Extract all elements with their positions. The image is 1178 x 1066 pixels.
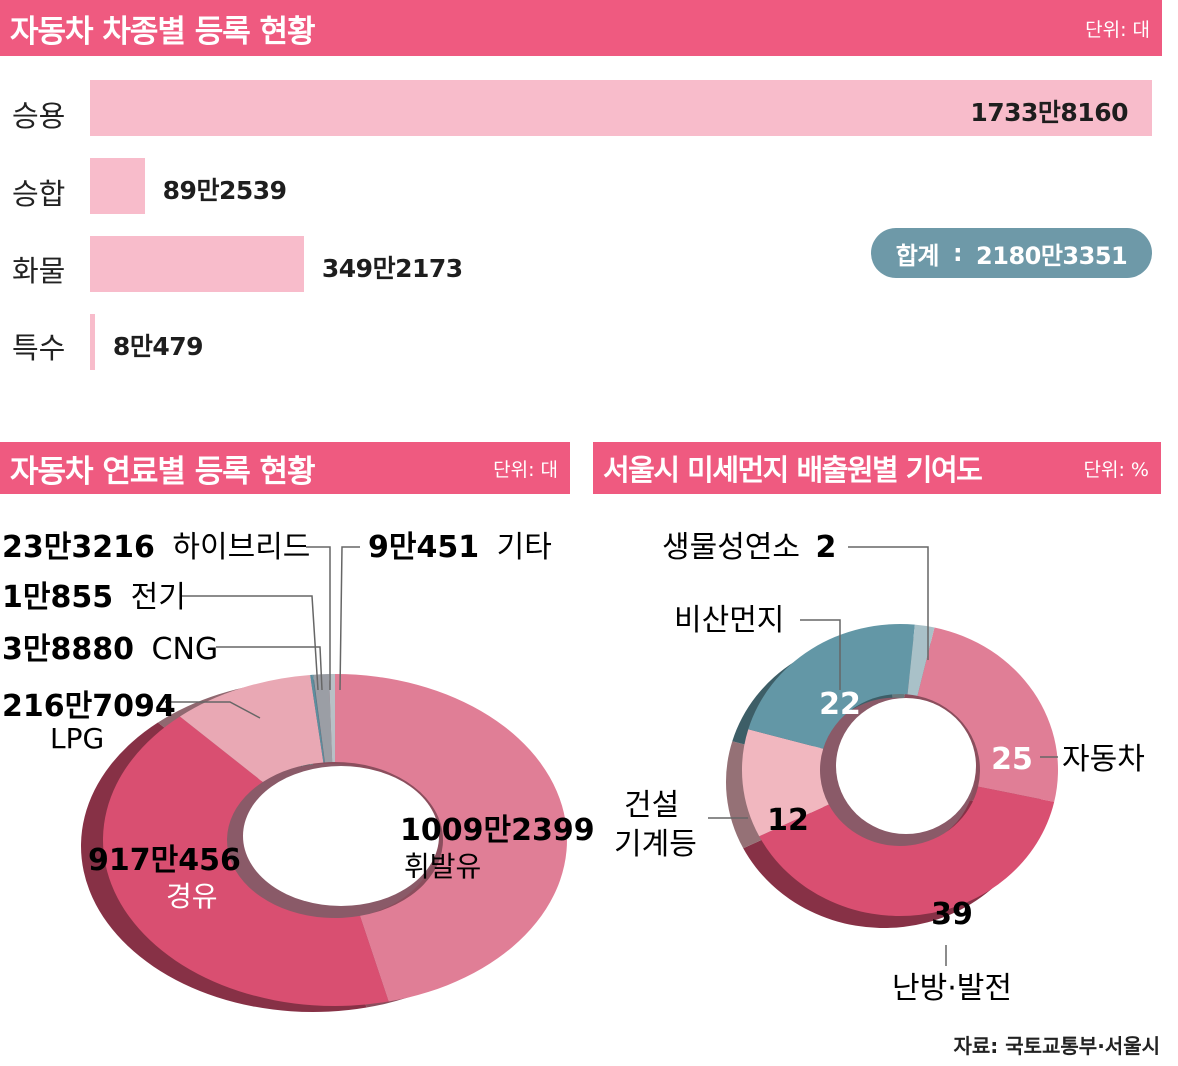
label-cng-name: CNG xyxy=(152,632,219,667)
label-heating-value: 39 xyxy=(931,897,973,932)
label-lpg-value: 216만7094 xyxy=(2,689,176,724)
bar-van xyxy=(90,158,145,214)
dust-labels: 생물성연소 2 비산먼지 22 25 자동차 건설 기계등 12 39 난방·발… xyxy=(614,530,1145,1006)
bar-passenger xyxy=(90,80,1152,136)
donut-hole xyxy=(836,698,976,834)
vehicle-type-title: 자동차 차종별 등록 현황 xyxy=(10,13,316,50)
vehicle-type-unit: 단위: 대 xyxy=(1085,18,1150,41)
category-label-van: 승합 xyxy=(12,177,66,211)
bar-value-van: 89만2539 xyxy=(162,176,287,205)
total-badge: 합계 : 2180만3351 xyxy=(871,228,1152,278)
donut-slice-0 xyxy=(335,674,567,1002)
donut-slice-0 xyxy=(917,627,1058,802)
label-electric: 1만855 전기 xyxy=(2,580,186,615)
dust-donut xyxy=(725,624,1058,929)
source-note: 자료: 국토교통부·서울시 xyxy=(953,1034,1160,1058)
total-label: 합계 xyxy=(895,241,940,270)
label-vehicle-value: 25 xyxy=(991,742,1033,777)
label-other: 9만451 기타 xyxy=(368,530,552,565)
fuel-type-unit: 단위: 대 xyxy=(493,458,558,481)
fuel-donut xyxy=(80,674,567,1012)
label-diesel-name: 경유 xyxy=(166,880,218,913)
dust-source-unit: 단위: % xyxy=(1083,458,1149,481)
donut-slice-1 xyxy=(103,716,389,1006)
bar-value-passenger: 1733만8160 xyxy=(970,98,1128,127)
donut-slice-2 xyxy=(742,729,829,837)
leader-hybrid xyxy=(306,546,331,690)
label-bio-value: 2 xyxy=(816,530,837,565)
fuel-type-banner: 자동차 연료별 등록 현황 단위: 대 xyxy=(0,442,570,494)
leader-fugitive xyxy=(800,619,841,690)
leader-cng xyxy=(216,646,323,691)
label-gasoline-name: 휘발유 xyxy=(404,850,481,883)
label-bio: 생물성연소 2 xyxy=(662,530,836,565)
vehicle-type-banner: 자동차 차종별 등록 현황 단위: 대 xyxy=(0,0,1162,56)
label-cng-value: 3만8880 xyxy=(2,632,134,667)
bar-value-truck: 349만2173 xyxy=(321,254,463,283)
fuel-type-title: 자동차 연료별 등록 현황 xyxy=(10,453,316,490)
leader-lpg xyxy=(165,701,261,719)
label-lpg-name: LPG xyxy=(50,722,104,755)
category-label-truck: 화물 xyxy=(12,254,66,288)
label-fugitive-name: 비산먼지 xyxy=(674,603,784,638)
label-electric-value: 1만855 xyxy=(2,580,113,615)
label-hybrid-value: 23만3216 xyxy=(2,530,155,565)
bar-truck xyxy=(90,236,304,292)
leader-other xyxy=(339,546,360,691)
bar-special xyxy=(90,314,95,370)
donut-slice-1 xyxy=(759,786,1055,917)
label-other-name: 기타 xyxy=(497,530,552,565)
label-construction-line2: 기계등 xyxy=(614,827,697,862)
donut-slice-5 xyxy=(313,674,333,763)
label-construction-value: 12 xyxy=(767,803,809,838)
label-fugitive-value: 22 xyxy=(819,687,861,722)
donut-hole xyxy=(243,766,439,906)
label-bio-name: 생물성연소 xyxy=(662,530,800,565)
fuel-labels: 23만3216 하이브리드 1만855 전기 3만8880 CNG 216만70… xyxy=(2,530,595,913)
label-heating-name: 난방·발전 xyxy=(892,971,1012,1006)
leader-electric xyxy=(180,595,319,691)
label-cng: 3만8880 CNG xyxy=(2,632,218,667)
donut-slice-3 xyxy=(310,674,325,763)
category-label-special: 특수 xyxy=(12,331,66,365)
label-construction-line1: 건설 xyxy=(624,788,679,823)
label-diesel-value: 917만456 xyxy=(88,843,241,878)
label-hybrid: 23만3216 하이브리드 xyxy=(2,530,310,565)
leader-bio xyxy=(848,546,929,660)
donut-slice-4 xyxy=(312,674,325,763)
label-vehicle-name: 자동차 xyxy=(1062,742,1145,777)
donut-slice-6 xyxy=(328,674,335,763)
total-value: 2180만3351 xyxy=(976,241,1128,270)
donut-slice-3 xyxy=(748,624,915,749)
label-gasoline-value: 1009만2399 xyxy=(400,813,595,848)
bar-value-special: 8만479 xyxy=(112,332,204,361)
dust-source-banner: 서울시 미세먼지 배출원별 기여도 단위: % xyxy=(593,442,1161,494)
label-other-value: 9만451 xyxy=(368,530,479,565)
label-hybrid-name: 하이브리드 xyxy=(172,530,310,565)
dust-source-title: 서울시 미세먼지 배출원별 기여도 xyxy=(603,453,983,487)
label-electric-name: 전기 xyxy=(131,580,186,615)
total-separator: : xyxy=(952,239,963,267)
category-label-passenger: 승용 xyxy=(12,99,66,133)
